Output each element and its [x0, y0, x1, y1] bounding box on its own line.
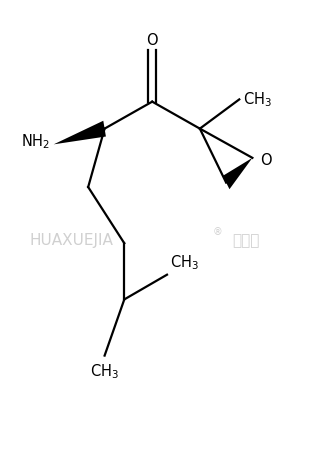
Polygon shape — [223, 158, 253, 189]
Text: HUAXUEJIA: HUAXUEJIA — [29, 233, 113, 248]
Text: O: O — [146, 33, 158, 48]
Text: O: O — [261, 152, 272, 167]
Text: ®: ® — [213, 227, 223, 237]
Polygon shape — [54, 121, 106, 144]
Text: CH$_3$: CH$_3$ — [170, 254, 199, 273]
Text: CH$_3$: CH$_3$ — [90, 362, 119, 381]
Text: CH$_3$: CH$_3$ — [242, 90, 272, 109]
Text: 化学加: 化学加 — [233, 233, 260, 248]
Text: NH$_2$: NH$_2$ — [21, 133, 50, 152]
